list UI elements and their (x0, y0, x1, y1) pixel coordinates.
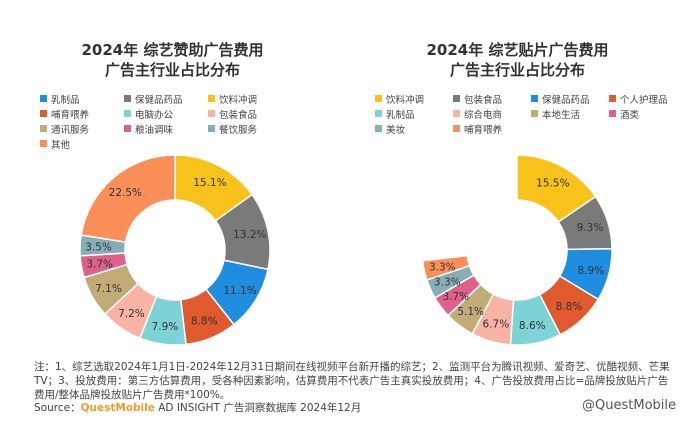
left-legend-swatch (40, 140, 47, 147)
source-suffix: AD INSIGHT 广告洞察数据库 2024年12月 (154, 402, 362, 414)
right-legend-label: 包装食品 (464, 94, 503, 106)
right-slice-label: 9.3% (577, 222, 604, 234)
right-legend-item: 个人护理品 (609, 92, 687, 106)
left-legend-item: 保健品药品 (124, 92, 208, 106)
left-legend-item: 饮料冲调 (208, 92, 292, 106)
right-slice-label: 8.6% (519, 320, 546, 332)
left-slice-label: 15.1% (193, 177, 226, 189)
left-legend-item: 哺育喂养 (40, 107, 124, 121)
right-legend-item: 饮料冲调 (375, 92, 453, 106)
right-legend-swatch (453, 95, 460, 102)
right-legend-label: 哺育喂养 (464, 124, 503, 136)
right-legend-item: 综合电商 (453, 107, 531, 121)
left-slice (80, 154, 176, 243)
left-legend-swatch (124, 110, 131, 117)
right-legend-label: 乳制品 (386, 109, 415, 121)
right-slice-label: 8.8% (556, 301, 583, 313)
right-slice-label: 8.9% (577, 265, 604, 277)
left-legend-label: 电脑办公 (135, 109, 174, 121)
right-chart-title-line1: 2024年 综艺贴片广告费用 (426, 41, 609, 59)
left-legend-swatch (124, 95, 131, 102)
right-legend-item: 包装食品 (453, 92, 531, 106)
left-chart-legend: 乳制品 保健品药品 饮料冲调哺育喂养 电脑办公 包装食品通讯服务 粮油调味 餐饮服务其他 (40, 92, 340, 151)
right-slice-label: 6.7% (483, 319, 510, 331)
left-legend-item: 餐饮服务 (208, 122, 292, 136)
right-legend-swatch (531, 95, 538, 102)
left-legend-swatch (208, 125, 215, 132)
right-slice-label: 15.5% (536, 177, 569, 189)
right-chart-legend: 饮料冲调 包装食品 保健品药品 个人护理品乳制品 综合电商 本地生活 酒类美妆 哺育喂养 (375, 92, 690, 136)
right-legend-item: 美妆 (375, 122, 453, 136)
right-legend-item: 本地生活 (531, 107, 609, 121)
right-legend-swatch (453, 125, 460, 132)
left-legend-swatch (208, 110, 215, 117)
left-legend-label: 通讯服务 (51, 124, 90, 136)
right-legend-swatch (375, 110, 382, 117)
right-legend-label: 本地生活 (542, 109, 581, 121)
left-legend-label: 粮油调味 (135, 124, 174, 136)
left-legend-item: 包装食品 (208, 107, 292, 121)
left-legend-swatch (40, 95, 47, 102)
right-legend-item: 保健品药品 (531, 92, 609, 106)
right-legend-swatch (609, 110, 616, 117)
left-legend-swatch (40, 125, 47, 132)
source-brand: QuestMobile (80, 402, 155, 414)
right-legend-swatch (609, 95, 616, 102)
left-legend-label: 乳制品 (51, 94, 80, 106)
right-legend-label: 综合电商 (464, 109, 503, 121)
right-chart-title-line2: 广告主行业占比分布 (449, 61, 585, 79)
left-slice-label: 3.7% (86, 258, 113, 270)
right-legend-item: 酒类 (609, 107, 687, 121)
right-slice-label: 3.7% (442, 291, 469, 303)
left-legend-swatch (124, 125, 131, 132)
left-legend-label: 哺育喂养 (51, 109, 90, 121)
left-legend-item: 其他 (40, 137, 124, 151)
left-legend-item: 电脑办公 (124, 107, 208, 121)
left-slice-label: 13.2% (233, 229, 266, 241)
watermark: @QuestMobile (582, 398, 676, 413)
right-chart-panel: 2024年 综艺贴片广告费用 广告主行业占比分布 饮料冲调 包装食品 保健品药品 个人… (345, 0, 690, 345)
left-legend-swatch (208, 95, 215, 102)
right-legend-label: 保健品药品 (542, 94, 590, 106)
right-legend-swatch (531, 110, 538, 117)
left-chart-panel: 2024年 综艺赞助广告费用 广告主行业占比分布 乳制品 保健品药品 饮料冲调哺育喂… (0, 0, 345, 345)
right-legend-label: 饮料冲调 (386, 94, 425, 106)
right-slice-label: 3.3% (429, 261, 456, 273)
left-slice-label: 11.1% (223, 285, 256, 297)
left-legend-label: 保健品药品 (135, 94, 183, 106)
right-legend-item: 哺育喂养 (453, 122, 531, 136)
left-legend-swatch (40, 110, 47, 117)
left-slice-label: 7.1% (95, 283, 122, 295)
right-legend-label: 个人护理品 (620, 94, 668, 106)
left-slice-label: 3.5% (85, 241, 112, 253)
left-legend-item: 乳制品 (40, 92, 124, 106)
source-prefix: Source： (34, 402, 81, 414)
right-slice (421, 254, 471, 281)
left-legend-label: 其他 (51, 139, 71, 151)
left-donut-chart: 15.1% 13.2% 11.1% 8.8% 7.9% 7.2% 7.1% 3.7% 3.5% 2… (79, 154, 271, 345)
left-slice-label: 7.9% (152, 321, 179, 333)
left-slice-label: 22.5% (109, 187, 142, 199)
left-slice-label: 8.8% (191, 316, 218, 328)
left-legend-label: 包装食品 (219, 109, 258, 121)
left-legend-label: 饮料冲调 (219, 94, 258, 106)
right-legend-swatch (375, 95, 382, 102)
left-slice-label: 7.2% (118, 308, 145, 320)
right-legend-swatch (453, 110, 460, 117)
left-legend-item: 粮油调味 (124, 122, 208, 136)
left-legend-label: 餐饮服务 (219, 124, 258, 136)
left-chart-title-line1: 2024年 综艺赞助广告费用 (81, 41, 264, 59)
source-line: Source：QuestMobile AD INSIGHT 广告洞察数据库 20… (34, 400, 361, 415)
footnotes: 注：1、综艺选取2024年1月1日-2024年12月31日期间在线视频平台新开播… (34, 361, 670, 401)
right-slice-label: 3.3% (434, 276, 461, 288)
right-legend-label: 美妆 (386, 124, 406, 136)
right-slice-label: 5.1% (457, 306, 484, 318)
right-donut-chart: 15.5% 9.3% 8.9% 8.8% 8.6% 6.7%5.1% 3.7% 3.3% 3.3… (421, 154, 613, 345)
right-legend-swatch (375, 125, 382, 132)
left-legend-item: 通讯服务 (40, 122, 124, 136)
right-legend-item: 乳制品 (375, 107, 453, 121)
left-chart-title-line2: 广告主行业占比分布 (104, 61, 240, 79)
right-legend-label: 酒类 (620, 109, 640, 121)
